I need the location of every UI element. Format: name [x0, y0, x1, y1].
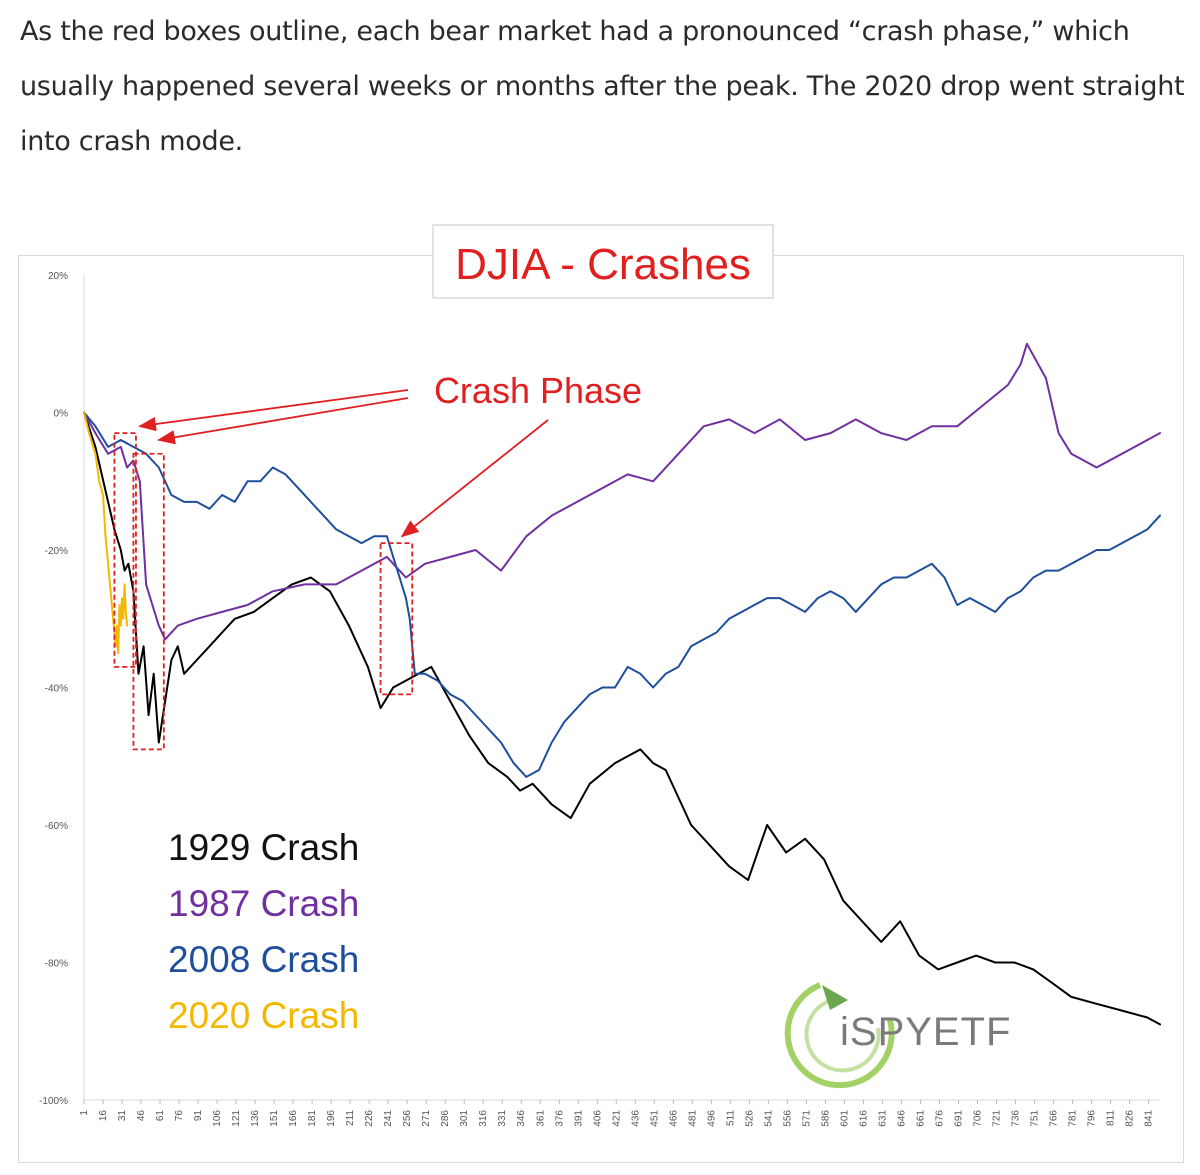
series-line-1987	[83, 342, 1161, 641]
x-tick-label: 271	[421, 1110, 432, 1127]
x-tick-label: 421	[611, 1110, 622, 1127]
x-tick-label: 601	[839, 1110, 850, 1127]
x-tick-label: 316	[478, 1110, 489, 1127]
y-tick-label: -20%	[45, 546, 68, 557]
intro-paragraph: As the red boxes outline, each bear mark…	[20, 16, 1185, 157]
ispyetf-logo: iSPYETF	[784, 982, 1011, 1089]
x-tick-label: 361	[535, 1110, 546, 1127]
x-tick-label: 121	[231, 1110, 242, 1127]
x-tick-label: 436	[630, 1110, 641, 1127]
crash-phase-box-1	[113, 432, 137, 668]
x-tick-label: 541	[763, 1110, 774, 1127]
x-tick-label: 691	[953, 1110, 964, 1127]
x-tick-label: 571	[801, 1110, 812, 1127]
x-axis: 1 16 31 46 61 76 91 106 121 136 151 166 181 196 211 226…	[79, 1099, 1160, 1127]
y-tick-label: -100%	[39, 1096, 68, 1107]
crash-phase-box-2	[132, 452, 165, 751]
x-tick-label: 16	[98, 1110, 109, 1122]
crash-phase-label: Crash Phase	[434, 370, 642, 411]
annotation-layer: Crash Phase	[113, 370, 642, 751]
x-tick-label: 241	[383, 1110, 394, 1127]
y-tick-label: 20%	[48, 271, 68, 282]
logo-swirl-inner-icon	[804, 998, 881, 1073]
x-tick-label: 526	[744, 1110, 755, 1127]
y-tick-label: -80%	[45, 959, 68, 970]
x-tick-label: 1	[79, 1110, 90, 1116]
x-tick-label: 181	[307, 1110, 318, 1127]
x-tick-label: 151	[269, 1110, 280, 1127]
x-tick-label: 646	[896, 1110, 907, 1127]
chart-frame	[18, 255, 1184, 1163]
x-tick-label: 556	[782, 1110, 793, 1127]
series-line-1929	[83, 411, 1161, 1026]
x-tick-label: 496	[706, 1110, 717, 1127]
x-tick-label: 781	[1068, 1110, 1079, 1127]
y-tick-label: -60%	[45, 821, 68, 832]
x-tick-label: 706	[972, 1110, 983, 1127]
x-tick-label: 196	[326, 1110, 337, 1127]
x-tick-label: 751	[1030, 1110, 1041, 1127]
x-tick-label: 631	[877, 1110, 888, 1127]
x-tick-label: 511	[725, 1110, 736, 1126]
crash-phase-box-3	[379, 542, 414, 696]
x-tick-label: 391	[573, 1110, 584, 1127]
x-tick-label: 331	[497, 1110, 508, 1127]
x-tick-label: 826	[1125, 1110, 1136, 1127]
x-tick-label: 46	[136, 1110, 147, 1122]
series-layer	[83, 342, 1161, 1026]
logo-leaf-icon	[822, 985, 848, 1010]
y-tick-label: 0%	[54, 409, 69, 420]
chart-title-box: DJIA - Crashes	[432, 224, 774, 299]
x-tick-label: 256	[402, 1110, 413, 1127]
legend-item-1987: 1987 Crash	[168, 883, 359, 924]
crash-phase-arrow-1	[137, 389, 409, 432]
x-tick-label: 226	[364, 1110, 375, 1127]
x-tick-label: 166	[288, 1110, 299, 1127]
series-line-2008	[83, 411, 1161, 778]
legend-item-2020: 2020 Crash	[168, 995, 359, 1036]
x-tick-label: 91	[193, 1110, 204, 1122]
x-tick-label: 376	[554, 1110, 565, 1127]
x-tick-label: 811	[1106, 1110, 1117, 1126]
x-tick-label: 736	[1011, 1110, 1022, 1127]
x-tick-label: 31	[117, 1110, 128, 1122]
legend-item-1929: 1929 Crash	[168, 827, 359, 868]
x-tick-label: 286	[440, 1110, 451, 1127]
crash-phase-arrow-3	[400, 419, 549, 538]
y-axis: 20% 0% -20% -40% -60% -80% -100%	[39, 271, 85, 1107]
x-tick-label: 451	[649, 1110, 660, 1127]
logo-text: iSPYETF	[840, 1010, 1011, 1054]
x-tick-label: 61	[155, 1110, 166, 1122]
x-tick-label: 766	[1049, 1110, 1060, 1127]
x-tick-label: 211	[345, 1110, 356, 1126]
legend-item-2008: 2008 Crash	[168, 939, 359, 980]
x-tick-label: 406	[592, 1110, 603, 1127]
x-tick-label: 586	[820, 1110, 831, 1127]
x-tick-label: 136	[250, 1110, 261, 1127]
crash-phase-arrow-2	[157, 397, 409, 445]
x-tick-label: 721	[992, 1110, 1003, 1127]
x-tick-label: 346	[516, 1110, 527, 1127]
x-tick-label: 481	[687, 1110, 698, 1127]
logo-swirl-icon	[784, 982, 895, 1089]
x-tick-label: 616	[858, 1110, 869, 1127]
chart-title: DJIA - Crashes	[455, 240, 751, 289]
x-tick-label: 796	[1087, 1110, 1098, 1127]
x-tick-label: 841	[1144, 1110, 1155, 1127]
x-tick-label: 106	[212, 1110, 223, 1127]
y-tick-label: -40%	[45, 684, 68, 695]
x-tick-label: 661	[915, 1110, 926, 1127]
x-tick-label: 76	[174, 1110, 185, 1122]
x-tick-label: 301	[459, 1110, 470, 1127]
x-tick-label: 466	[668, 1110, 679, 1127]
legend: 1929 Crash 1987 Crash 2008 Crash 2020 Crash	[168, 827, 359, 1036]
x-tick-label: 676	[934, 1110, 945, 1127]
